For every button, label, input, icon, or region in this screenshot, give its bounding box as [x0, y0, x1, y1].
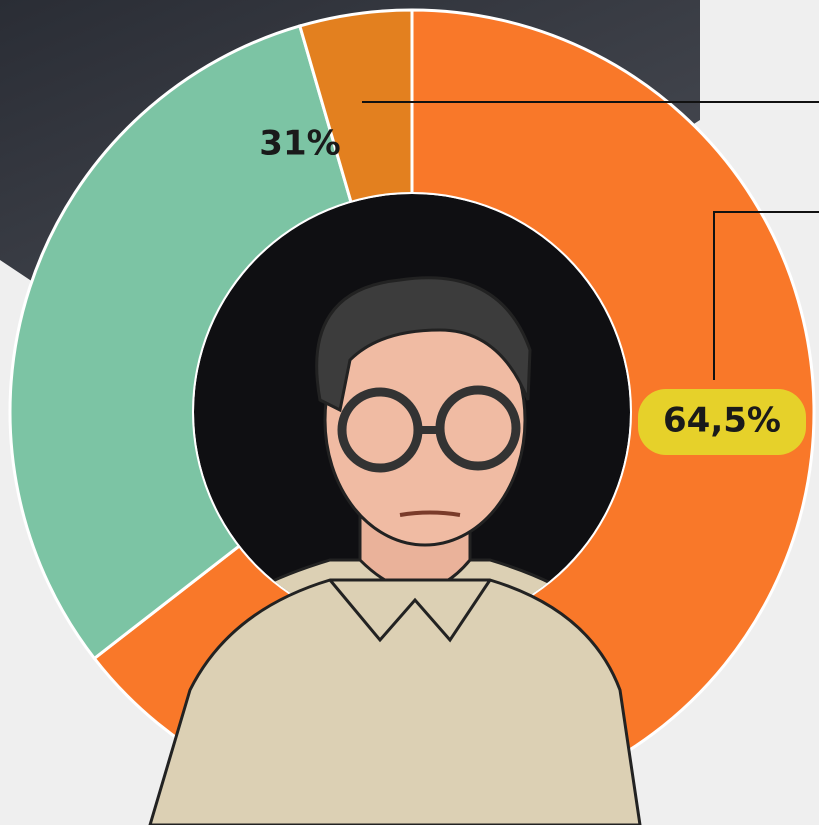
mouth: [399, 510, 461, 517]
labels: 64,5% 31%: [259, 124, 806, 455]
leader-line: [713, 211, 819, 380]
label-pill: [638, 389, 806, 455]
value-label: 31%: [259, 124, 340, 164]
hair: [315, 276, 532, 413]
collar: [328, 579, 492, 643]
value-label: 64,5%: [663, 401, 781, 441]
